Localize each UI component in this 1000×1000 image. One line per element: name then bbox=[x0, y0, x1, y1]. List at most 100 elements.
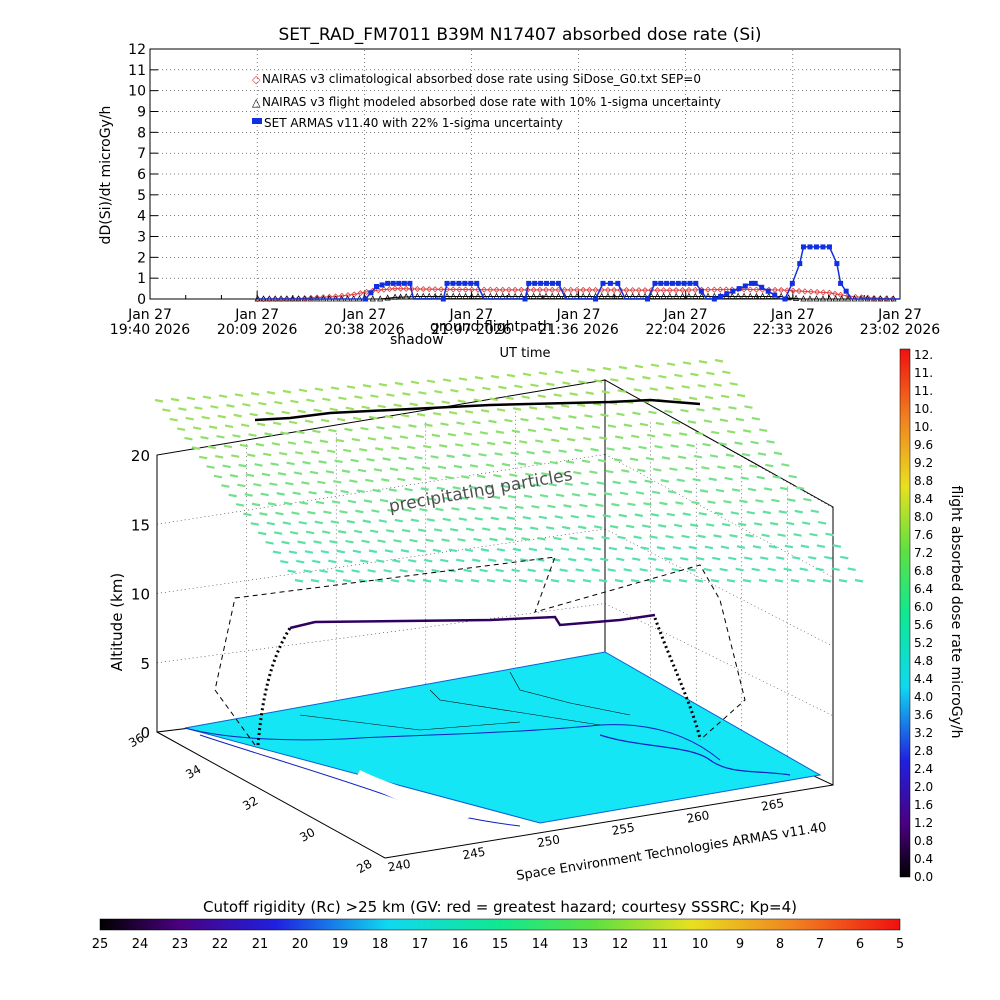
particle-dash bbox=[608, 546, 618, 551]
particle-dash bbox=[506, 373, 516, 378]
particle-dash bbox=[381, 478, 390, 482]
series-marker-armas bbox=[440, 296, 446, 302]
particle-dash bbox=[442, 517, 451, 522]
series-marker-flight-modeled bbox=[844, 295, 852, 302]
particle-dash bbox=[448, 410, 458, 415]
particle-dash bbox=[683, 489, 693, 494]
altitude-tick-label: 5 bbox=[140, 655, 150, 673]
particle-dash bbox=[761, 533, 770, 538]
x-tick-time: 20:38 2026 bbox=[324, 322, 405, 338]
dose-tick-label: 4.4 bbox=[914, 672, 933, 686]
particle-dash bbox=[539, 493, 549, 498]
series-marker-flight-modeled bbox=[819, 295, 827, 302]
cutoff-tick-label: 20 bbox=[292, 937, 309, 952]
particle-dash bbox=[489, 397, 498, 402]
particle-dash bbox=[431, 568, 440, 573]
particle-dash bbox=[623, 423, 633, 428]
particle-dash bbox=[762, 510, 771, 515]
particle-dash bbox=[519, 440, 528, 444]
particle-dash bbox=[577, 525, 587, 530]
series-marker-flight-modeled bbox=[735, 292, 742, 299]
particle-dash bbox=[717, 465, 726, 470]
particle-dash bbox=[654, 445, 663, 449]
particle-dash bbox=[678, 578, 688, 583]
particle-dash bbox=[322, 397, 331, 402]
particle-dash bbox=[194, 406, 203, 410]
particle-dash bbox=[759, 428, 768, 433]
particle-dash bbox=[473, 398, 482, 403]
particle-dash bbox=[760, 556, 769, 561]
series-marker-climatological bbox=[499, 286, 506, 293]
particle-dash bbox=[697, 534, 706, 539]
particle-dash bbox=[570, 514, 579, 519]
cutoff-colorbar bbox=[99, 918, 901, 931]
series-marker-flight-modeled bbox=[536, 292, 543, 299]
particle-dash bbox=[256, 422, 266, 427]
particle-dash bbox=[619, 491, 629, 496]
lat-axis bbox=[156, 731, 386, 859]
particle-dash bbox=[565, 460, 575, 464]
y-tick-label: 0 bbox=[137, 292, 146, 308]
series-marker-climatological bbox=[414, 285, 421, 293]
particle-dash bbox=[744, 556, 753, 561]
particle-dash bbox=[611, 502, 620, 507]
particle-dash bbox=[742, 578, 752, 583]
particle-dash bbox=[485, 463, 495, 468]
particle-dash bbox=[443, 496, 453, 501]
particle-dash bbox=[324, 490, 333, 495]
particle-dash bbox=[672, 397, 682, 402]
particle-dash bbox=[400, 413, 410, 418]
particle-dash bbox=[825, 532, 834, 537]
particle-dash bbox=[640, 546, 650, 551]
particle-dash bbox=[248, 433, 257, 437]
particle-dash bbox=[618, 365, 628, 370]
particle-dash bbox=[456, 558, 465, 563]
particle-dash bbox=[517, 462, 527, 466]
particle-dash bbox=[339, 510, 348, 514]
particle-dash bbox=[338, 396, 347, 401]
series-marker-flight-modeled bbox=[456, 292, 463, 299]
series-marker-armas bbox=[379, 282, 385, 288]
particle-dash bbox=[362, 384, 372, 388]
particle-dash bbox=[250, 522, 259, 526]
particle-dash bbox=[685, 466, 694, 471]
particle-dash bbox=[788, 474, 797, 479]
particle-dash bbox=[437, 465, 447, 470]
particle-dash bbox=[435, 507, 444, 512]
particle-dash bbox=[680, 408, 689, 413]
series-marker-climatological bbox=[314, 294, 321, 301]
particle-dash bbox=[266, 521, 275, 526]
particle-dash bbox=[315, 500, 325, 505]
series-marker-flight-modeled bbox=[740, 292, 748, 299]
scene-tick-labels: 0 5 10 15 20 36 34 32 30 28 240 245 250 255 260 265 bbox=[126, 447, 785, 876]
particle-dash bbox=[279, 451, 288, 456]
particle-dash bbox=[199, 455, 208, 460]
particle-dash bbox=[415, 568, 424, 573]
particle-dash bbox=[184, 436, 193, 441]
series-marker-climatological bbox=[536, 286, 543, 293]
shadow-path bbox=[214, 556, 746, 746]
dose-tick-label: 0.8 bbox=[914, 834, 933, 848]
particle-dash bbox=[372, 488, 381, 493]
white-gulf bbox=[355, 770, 473, 819]
particle-dash bbox=[213, 474, 223, 479]
series-marker-climatological bbox=[717, 286, 724, 293]
particle-dash bbox=[341, 469, 351, 474]
particle-dash bbox=[847, 567, 856, 572]
particle-dash bbox=[314, 387, 324, 392]
particle-dash bbox=[605, 469, 614, 474]
particle-dash bbox=[462, 453, 471, 458]
x-tick-date: Jan 27 bbox=[448, 307, 493, 323]
particle-dash bbox=[831, 567, 840, 572]
y-tick-label: 6 bbox=[137, 167, 146, 183]
particle-dash bbox=[506, 516, 515, 520]
particle-dash bbox=[411, 497, 421, 502]
dose-tick-label: 11. bbox=[914, 366, 933, 380]
particle-dash bbox=[475, 495, 485, 500]
particle-dash bbox=[392, 559, 401, 563]
dose-tick-label: 12. bbox=[914, 348, 933, 362]
particle-dash bbox=[293, 471, 303, 476]
particle-dash bbox=[427, 497, 437, 502]
particle-dash bbox=[633, 388, 642, 392]
particle-dash bbox=[591, 568, 600, 572]
